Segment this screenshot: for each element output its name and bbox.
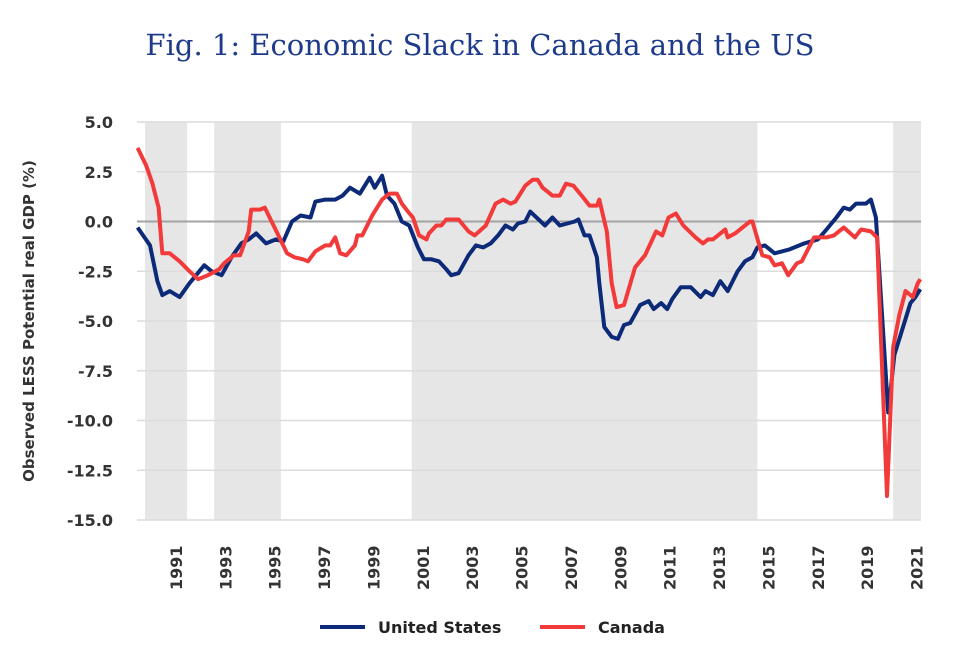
y-tick-label: -15.0 [67, 511, 113, 530]
x-tick-label: 2017 [809, 545, 828, 590]
series-line-united-states [135, 173, 922, 415]
legend: United States Canada [320, 618, 665, 637]
x-tick-label: 2007 [562, 545, 581, 590]
x-tick-labels: 1991 1993 1995 1997 1999 2001 2003 2005 2007 2009… [167, 545, 927, 590]
x-tick-label: 2015 [759, 545, 778, 590]
y-tick-label: 5.0 [85, 113, 113, 132]
legend-label-canada: Canada [598, 618, 665, 637]
x-tick-label: 2011 [661, 545, 680, 590]
x-tick-label: 2021 [908, 545, 927, 590]
x-tick-label: 1993 [216, 545, 235, 590]
y-tick-label: -10.0 [67, 412, 113, 431]
series-lines [135, 147, 922, 499]
chart-title: Fig. 1: Economic Slack in Canada and the… [145, 28, 815, 62]
y-tick-labels: 5.0 2.5 0.0 -2.5 -5.0 -7.5 -10.0 -12.5 -15.0 [67, 113, 113, 530]
y-axis-label: Observed LESS Potential real GDP (%) [20, 160, 38, 482]
y-tick-label: -12.5 [67, 461, 113, 480]
legend-label-united-states: United States [378, 618, 501, 637]
x-tick-label: 1995 [266, 545, 285, 590]
x-tick-label: 2001 [414, 545, 433, 590]
y-tick-label: -5.0 [78, 312, 113, 331]
x-tick-label: 1997 [315, 545, 334, 590]
y-tick-label: 0.0 [85, 213, 113, 232]
x-tick-label: 2013 [710, 545, 729, 590]
x-tick-label: 2019 [858, 545, 877, 590]
y-tick-label: -7.5 [78, 362, 113, 381]
series-line-canada [135, 147, 922, 499]
x-tick-label: 1991 [167, 545, 186, 590]
gridlines [137, 121, 921, 521]
y-tick-label: 2.5 [85, 163, 113, 182]
x-tick-label: 2009 [611, 545, 630, 590]
y-tick-label: -2.5 [78, 262, 113, 281]
x-tick-label: 2003 [463, 545, 482, 590]
x-tick-label: 1999 [364, 545, 383, 590]
x-tick-label: 2005 [513, 545, 532, 590]
